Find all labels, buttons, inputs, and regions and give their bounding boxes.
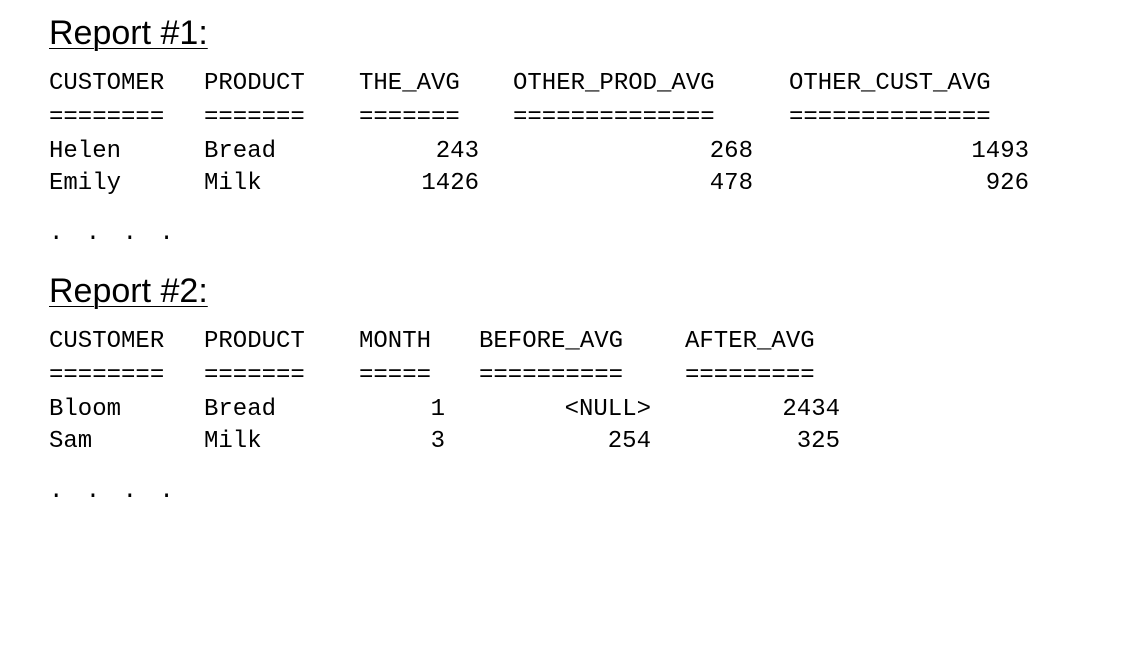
report-1-header-row: CUSTOMER PRODUCT THE_AVG OTHER_PROD_AVG …: [49, 68, 1089, 100]
cell-before-avg: 254: [607, 428, 651, 455]
column-header: OTHER_PROD_AVG: [513, 70, 715, 97]
column-header: PRODUCT: [204, 70, 305, 97]
cell-customer: Helen: [49, 138, 122, 165]
cell-customer: Emily: [49, 170, 122, 197]
cell-after-avg: 2434: [782, 396, 840, 423]
report-1-separator-row: ======== ======= ======= ============== …: [49, 102, 1089, 134]
cell-product: Milk: [204, 170, 262, 197]
cell-other-prod-avg: 268: [709, 138, 753, 165]
cell-other-cust-avg: 1493: [971, 138, 1029, 165]
cell-month: 1: [430, 396, 445, 423]
cell-before-avg: <NULL>: [564, 396, 651, 423]
column-header: CUSTOMER: [49, 70, 165, 97]
cell-month: 3: [430, 428, 445, 455]
cell-other-prod-avg: 478: [709, 170, 753, 197]
report-2-ellipsis: . . . .: [49, 478, 178, 505]
column-separator: =====: [359, 362, 432, 389]
column-separator: ==========: [479, 362, 624, 389]
column-header: THE_AVG: [359, 70, 460, 97]
column-separator: ==============: [789, 104, 991, 131]
column-header: PRODUCT: [204, 328, 305, 355]
report-1-title: Report #1:: [49, 14, 208, 52]
cell-product: Milk: [204, 428, 262, 455]
column-header: OTHER_CUST_AVG: [789, 70, 991, 97]
cell-after-avg: 325: [796, 428, 840, 455]
cell-other-cust-avg: 926: [985, 170, 1029, 197]
column-header: CUSTOMER: [49, 328, 165, 355]
cell-the-avg: 1426: [421, 170, 479, 197]
cell-customer: Bloom: [49, 396, 122, 423]
table-row: Helen Bread 243 268 1493: [49, 136, 1089, 168]
cell-the-avg: 243: [435, 138, 479, 165]
cell-product: Bread: [204, 138, 277, 165]
report-2: Report #2: CUSTOMER PRODUCT MONTH BEFORE…: [49, 270, 1089, 505]
column-separator: =======: [359, 104, 460, 131]
report-2-header-row: CUSTOMER PRODUCT MONTH BEFORE_AVG AFTER_…: [49, 326, 1089, 358]
report-2-separator-row: ======== ======= ===== ========== ======…: [49, 360, 1089, 392]
column-header: AFTER_AVG: [685, 328, 815, 355]
table-row: Emily Milk 1426 478 926: [49, 168, 1089, 200]
column-separator: =======: [204, 362, 305, 389]
column-separator: ========: [49, 104, 165, 131]
column-separator: =========: [685, 362, 815, 389]
report-1-ellipsis: . . . .: [49, 220, 178, 247]
column-separator: =======: [204, 104, 305, 131]
report-2-title: Report #2:: [49, 272, 208, 310]
cell-customer: Sam: [49, 428, 93, 455]
table-row: Bloom Bread 1 <NULL> 2434: [49, 394, 1089, 426]
table-row: Sam Milk 3 254 325: [49, 426, 1089, 458]
column-separator: ==============: [513, 104, 715, 131]
report-1: Report #1: CUSTOMER PRODUCT THE_AVG OTHE…: [49, 12, 1089, 247]
column-header: BEFORE_AVG: [479, 328, 624, 355]
column-separator: ========: [49, 362, 165, 389]
column-header: MONTH: [359, 328, 432, 355]
cell-product: Bread: [204, 396, 277, 423]
